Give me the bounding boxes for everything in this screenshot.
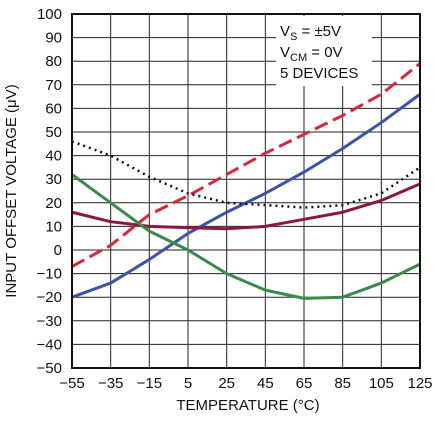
y-tick-label: 80 — [45, 53, 62, 70]
x-tick-label: 25 — [218, 375, 235, 392]
y-tick-label: 40 — [45, 148, 62, 165]
series-line — [71, 173, 421, 300]
y-tick-label: 50 — [45, 124, 62, 141]
annotation-part: V — [280, 44, 290, 61]
y-tick-label: −30 — [37, 313, 62, 330]
series-line — [71, 140, 421, 209]
x-tick-label: 125 — [407, 375, 432, 392]
annotation-part: 5 DEVICES — [280, 65, 358, 82]
x-tick-label: 85 — [334, 375, 351, 392]
x-tick-label: 45 — [257, 375, 274, 392]
y-tick-label: 70 — [45, 77, 62, 94]
annotation: VCM = 0V — [280, 44, 343, 64]
series-line — [71, 62, 421, 268]
y-tick-label: 30 — [45, 171, 62, 188]
y-tick-label: 0 — [54, 242, 62, 259]
plot-border — [71, 13, 421, 369]
annotation: 5 DEVICES — [280, 65, 358, 82]
annotation-part: = 0V — [307, 44, 342, 61]
x-tick-label: 5 — [184, 375, 192, 392]
y-tick-label: −10 — [37, 266, 62, 283]
x-axis-label: TEMPERATURE (°C) — [176, 397, 319, 414]
x-tick-label: 65 — [296, 375, 313, 392]
x-tick-label: −35 — [98, 375, 123, 392]
x-tick-label: −15 — [137, 375, 162, 392]
y-axis-label: INPUT OFFSET VOLTAGE (μV) — [3, 84, 20, 297]
y-tick-label: 10 — [45, 218, 62, 235]
annotation-part: S — [290, 31, 297, 43]
y-tick-label: 60 — [45, 100, 62, 117]
y-tick-label: 20 — [45, 195, 62, 212]
annotation-part: CM — [290, 52, 307, 64]
y-tick-label: −50 — [37, 360, 62, 377]
x-tick-label: −55 — [59, 375, 84, 392]
annotation: VS = ±5V — [280, 23, 341, 43]
y-tick-label: −20 — [37, 289, 62, 306]
annotation-part: V — [280, 23, 290, 40]
y-tick-label: 100 — [37, 6, 62, 23]
series-line — [71, 93, 421, 299]
annotation-part: = ±5V — [297, 23, 341, 40]
annotation-box — [276, 16, 372, 86]
x-tick-label: 105 — [369, 375, 394, 392]
series-line — [71, 182, 421, 231]
y-tick-label: 90 — [45, 30, 62, 47]
y-tick-label: −40 — [37, 336, 62, 353]
